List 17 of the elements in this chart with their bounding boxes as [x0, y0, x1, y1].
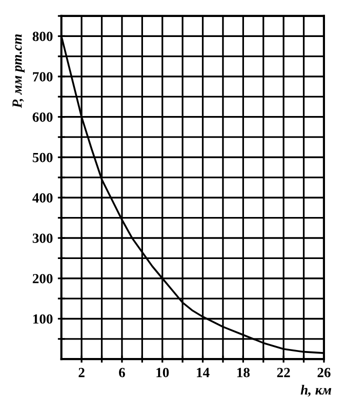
y-axis-title: P, мм рт.ст [12, 34, 25, 108]
x-tick-label: 10 [156, 368, 169, 378]
y-tick-label: 400 [32, 193, 53, 203]
x-tick-label: 2 [78, 368, 84, 378]
x-axis-title: h, км [300, 384, 332, 397]
y-tick-label: 200 [32, 274, 53, 284]
y-tick-label: 100 [33, 314, 53, 324]
x-tick-label: 22 [277, 368, 290, 378]
x-tick-label: 18 [237, 368, 250, 378]
x-tick-label: 14 [196, 368, 210, 378]
y-tick-label: 800 [32, 32, 53, 42]
y-tick-label: 300 [32, 234, 53, 243]
y-tick-label: 700 [33, 72, 53, 82]
y-tick-label: 600 [32, 112, 53, 122]
x-tick-label: 26 [318, 368, 330, 378]
x-tick-label: 6 [118, 368, 126, 378]
y-tick-label: 500 [32, 152, 53, 162]
